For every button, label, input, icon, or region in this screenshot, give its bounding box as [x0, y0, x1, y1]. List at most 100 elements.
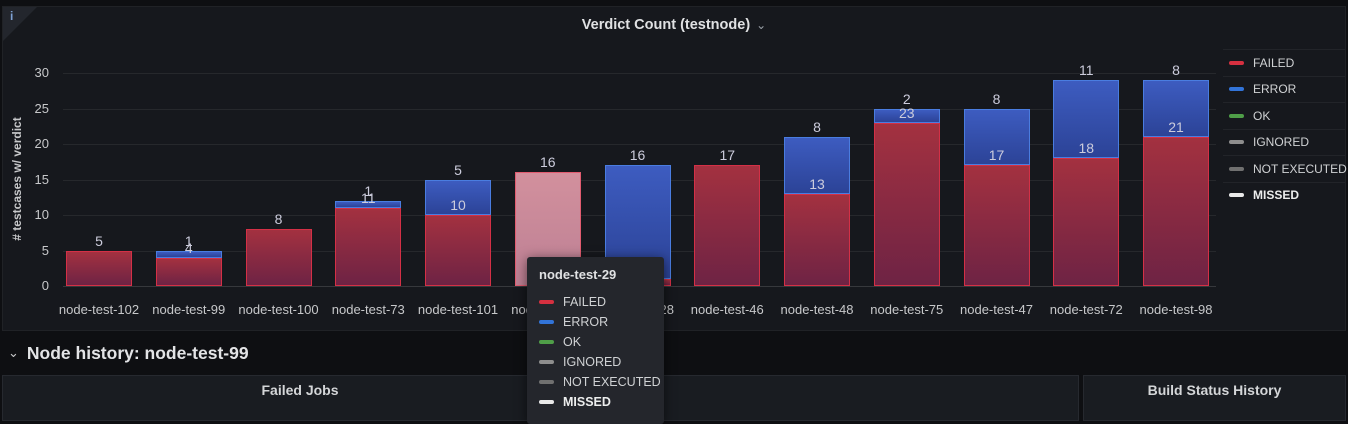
x-axis-category-label: node-test-46	[690, 302, 764, 317]
row-header-label: Node history: node-test-99	[26, 342, 249, 363]
x-axis-category-label: node-test-75	[870, 302, 944, 317]
bar-segment-error[interactable]	[335, 200, 402, 208]
panel-info-corner[interactable]: i	[3, 7, 37, 41]
bar-segment-failed[interactable]	[1143, 136, 1209, 286]
legend-label: IGNORED	[1253, 135, 1310, 150]
bar-value-label: 16	[629, 147, 646, 164]
bar-value-label: 17	[719, 147, 736, 164]
y-axis-tick: 15	[34, 171, 49, 187]
gridline	[63, 73, 1216, 74]
legend-item[interactable]: IGNORED	[1223, 128, 1345, 156]
bar-segment-error[interactable]	[425, 179, 491, 215]
legend-item[interactable]: NOT EXECUTED	[1223, 155, 1347, 182]
bar-segment-error[interactable]	[963, 108, 1030, 166]
bar-value-label: 13	[809, 175, 825, 192]
verdict-bar-chart: # testcases w/ verdict 0 5 10 15 20 25 30 node-…	[3, 7, 1345, 330]
legend-item[interactable]: ERROR	[1223, 75, 1345, 103]
bar-segment-error[interactable]	[784, 136, 850, 194]
bar-segment-error[interactable]	[1053, 80, 1120, 159]
bar-value-label: 2	[902, 90, 911, 107]
bar-value-label: 5	[95, 232, 103, 249]
bar-value-label: 18	[1078, 140, 1095, 157]
bar-value-label: 1	[364, 182, 373, 199]
bar-segment-failed[interactable]	[155, 257, 222, 286]
untitled-panel	[602, 375, 1079, 421]
legend-label: OK	[1253, 108, 1271, 123]
bar-segment-failed[interactable]	[1053, 158, 1120, 286]
panel-title[interactable]: Verdict Count (testnode)	[581, 17, 751, 33]
bar-segment-failed[interactable]	[245, 229, 312, 286]
bar-value-label: 4	[184, 239, 193, 256]
tooltip-series-label: NOT EXECUTED	[563, 375, 661, 389]
x-axis-category-label: node-test-98	[1139, 302, 1213, 317]
bar-segment-failed[interactable]	[66, 250, 132, 286]
tooltip-swatch-icon	[539, 320, 554, 324]
bar-value-label: 23	[898, 104, 915, 121]
y-axis-tick: 0	[41, 278, 49, 293]
bar-value-label: 8	[1172, 62, 1180, 79]
tooltip-swatch-icon	[539, 380, 554, 384]
tooltip-swatch-icon	[539, 300, 554, 304]
x-axis-category-label: node-test-101	[417, 302, 499, 317]
legend-label: NOT EXECUTED	[1253, 161, 1347, 176]
tooltip-series-row: ERROR	[539, 312, 652, 332]
bar-value-label: 17	[988, 147, 1005, 164]
tooltip-series-label: IGNORED	[563, 355, 622, 369]
panel-title[interactable]: Failed Jobs	[261, 382, 339, 398]
x-axis-category-label: node-test-73	[331, 302, 405, 317]
legend-swatch-icon	[1229, 140, 1244, 145]
x-axis-category-label: node-test-48	[780, 302, 854, 317]
gridline	[63, 144, 1216, 145]
tooltip-swatch-icon	[539, 360, 554, 364]
tooltip-series-label: MISSED	[563, 395, 611, 409]
bar-segment-failed[interactable]	[694, 165, 761, 286]
bar-segment-failed[interactable]	[873, 122, 940, 286]
y-axis-tick: 30	[34, 65, 49, 80]
legend-label: MISSED	[1253, 188, 1300, 203]
bar-value-label: 10	[450, 197, 466, 213]
bar-value-label: 8	[274, 211, 283, 228]
legend-swatch-icon	[1229, 193, 1244, 198]
bar-segment-error[interactable]	[155, 250, 222, 258]
row-header-node-history[interactable]: ⌄ Node history: node-test-99	[0, 334, 1348, 372]
build-status-history-panel: Build Status History	[1083, 375, 1346, 421]
chevron-down-icon: ⌄	[8, 345, 19, 360]
tooltip-series-label: FAILED	[563, 295, 607, 309]
info-icon: i	[10, 9, 14, 23]
x-axis-category-label: node-test-99	[152, 302, 226, 317]
bar-segment-failed[interactable]	[784, 193, 850, 286]
bar-value-label: 1	[184, 232, 193, 249]
bar-segment-error[interactable]	[1143, 80, 1209, 137]
bar-value-label: 11	[360, 189, 376, 206]
bar-segment-error[interactable]	[873, 108, 940, 123]
bar-segment-failed[interactable]	[963, 165, 1030, 286]
bar-segment-failed[interactable]	[425, 215, 491, 286]
y-axis-tick: 5	[41, 242, 49, 258]
y-axis-tick: 25	[34, 100, 49, 116]
legend-label: FAILED	[1253, 55, 1295, 70]
tooltip-series-row: FAILED	[539, 292, 652, 312]
legend-item[interactable]: FAILED	[1223, 49, 1345, 76]
bar-value-label: 11	[1078, 62, 1094, 79]
x-axis-category-label: node-test-47	[960, 302, 1033, 317]
legend-label: ERROR	[1253, 82, 1297, 97]
tooltip-series-row: OK	[539, 332, 652, 352]
bar-value-label: 21	[1168, 118, 1184, 135]
tooltip-swatch-icon	[539, 400, 554, 404]
panel-title[interactable]: Build Status History	[1147, 382, 1282, 398]
bar-value-label: 8	[992, 90, 1001, 107]
legend-item[interactable]: MISSED	[1223, 181, 1345, 209]
bar-value-label: 8	[813, 118, 821, 135]
y-axis-tick: 10	[34, 207, 49, 222]
panel-header[interactable]: Verdict Count (testnode) ⌄	[3, 7, 1345, 43]
tooltip-series-row: IGNORED	[539, 352, 652, 372]
x-axis-category-label: node-test-102	[58, 302, 140, 317]
bar-segment-failed[interactable]	[335, 207, 402, 286]
x-axis-category-label: node-test-72	[1049, 302, 1123, 317]
tooltip-swatch-icon	[539, 340, 554, 344]
tooltip-series-label: ERROR	[563, 315, 609, 329]
chevron-down-icon: ⌄	[756, 18, 767, 32]
y-axis-tick: 20	[34, 136, 49, 151]
legend-item[interactable]: OK	[1223, 102, 1345, 129]
x-axis-category-label: node-test-100	[238, 302, 319, 317]
